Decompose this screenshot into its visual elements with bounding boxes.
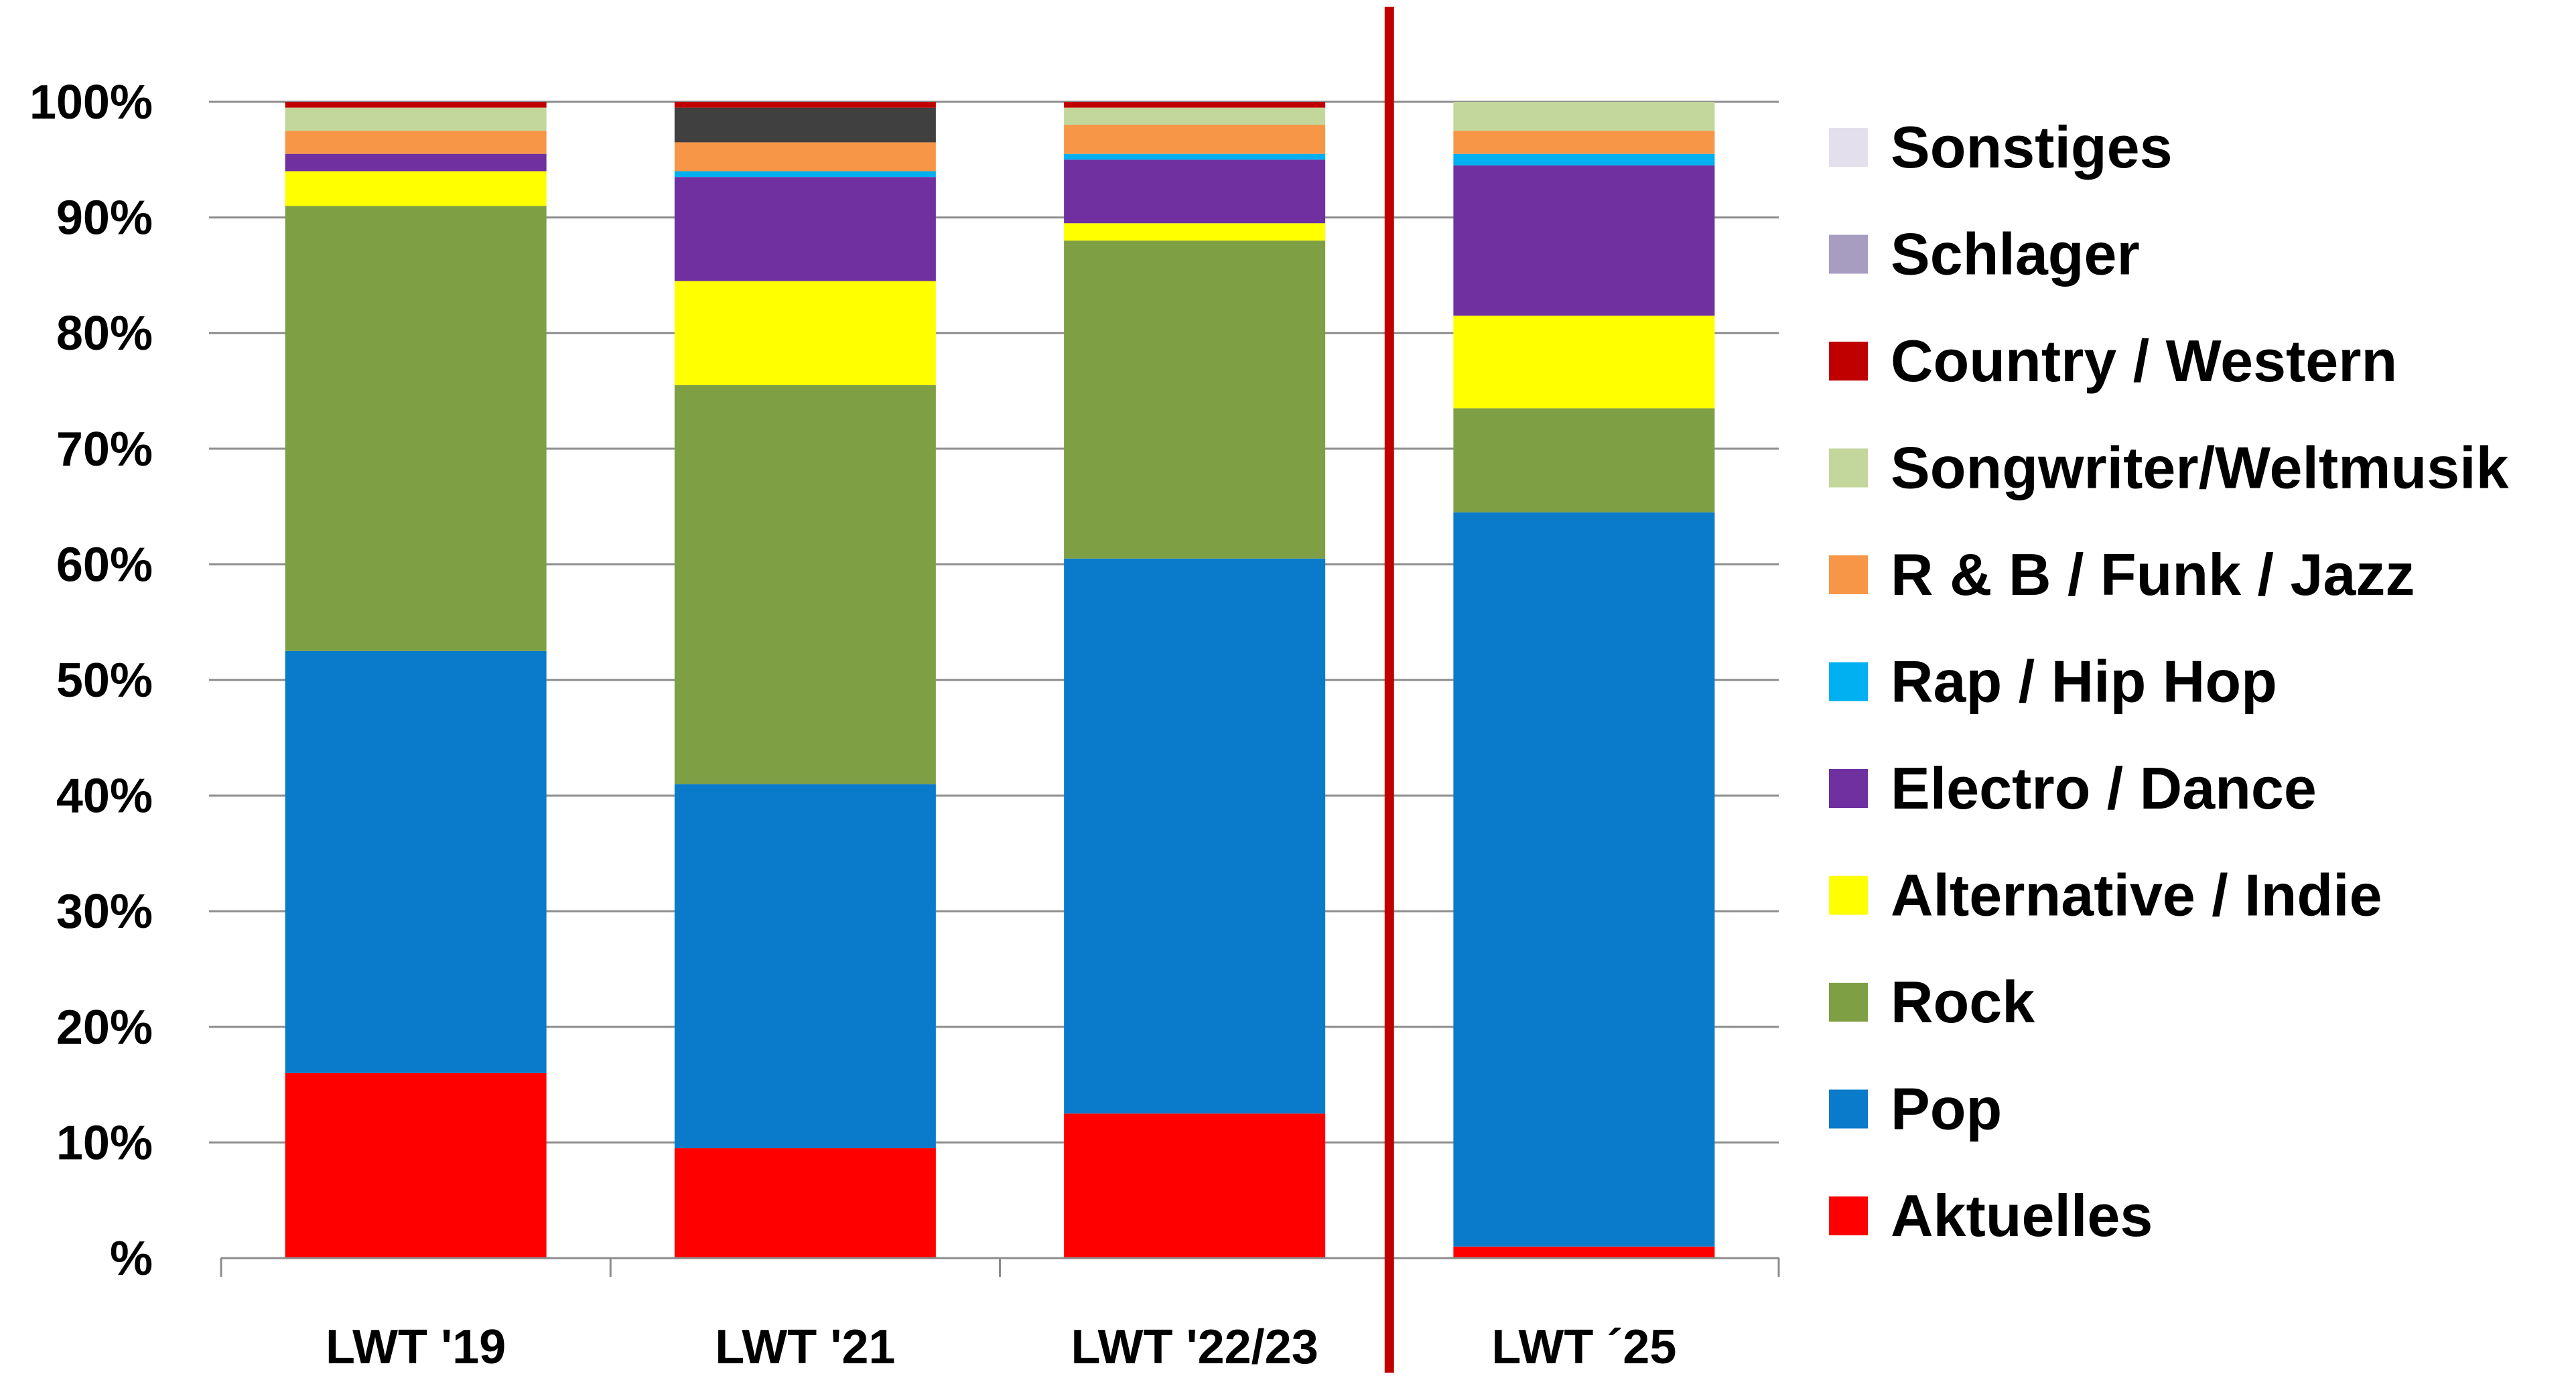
x-tick-label: LWT '19 xyxy=(326,1320,506,1373)
bar-segment xyxy=(1453,316,1715,409)
bar-segment xyxy=(674,281,936,385)
bars-layer xyxy=(285,102,1715,1258)
bar-segment xyxy=(674,385,936,784)
y-tick-label: 100% xyxy=(29,76,153,129)
x-tick-label: LWT '21 xyxy=(715,1320,895,1373)
bar-segment xyxy=(1064,102,1326,108)
y-tick-label: 10% xyxy=(56,1116,153,1170)
legend-swatch xyxy=(1829,876,1868,915)
bar-segment xyxy=(674,142,936,171)
legend-label: Rap / Hip Hop xyxy=(1891,648,2277,715)
bar-segment xyxy=(285,131,547,154)
legend-label: Schlager xyxy=(1891,221,2140,287)
bar-segment xyxy=(1453,408,1715,512)
bar-segment xyxy=(1453,165,1715,316)
legend-label: Songwriter/Weltmusik xyxy=(1891,435,2510,501)
legend-label: R & B / Funk / Jazz xyxy=(1891,541,2415,608)
legend-layer: Sonstiges Schlager Country / Western Songwr… xyxy=(1829,114,2510,1249)
bar-segment xyxy=(1453,153,1715,165)
bar-segment xyxy=(674,107,936,143)
y-tick-label: 80% xyxy=(56,307,153,360)
bar-segment xyxy=(674,102,936,108)
axis-layer: % 10% 20% 30% 40% 50% 60% 70% 80% 90% 100% LWT '19 L… xyxy=(29,7,1780,1374)
legend-swatch xyxy=(1829,1196,1868,1235)
bar-segment xyxy=(285,107,547,131)
y-tick-label: 20% xyxy=(56,1001,153,1054)
y-tick-label: % xyxy=(110,1232,153,1286)
legend-label: Pop xyxy=(1891,1076,2002,1142)
y-tick-label: 50% xyxy=(56,654,153,707)
bar-segment xyxy=(1453,512,1715,1247)
legend-label: Rock xyxy=(1891,969,2035,1035)
y-tick-label: 30% xyxy=(56,885,153,939)
legend-swatch xyxy=(1829,128,1868,167)
bar-segment xyxy=(674,171,936,178)
bar-segment xyxy=(1064,153,1326,160)
bar-segment xyxy=(1064,107,1326,125)
legend-swatch xyxy=(1829,1089,1868,1129)
bar-segment xyxy=(1453,102,1715,131)
legend-swatch xyxy=(1829,769,1868,808)
legend-swatch xyxy=(1829,662,1868,701)
bar-segment xyxy=(1064,558,1326,1114)
y-tick-label: 70% xyxy=(56,423,153,476)
x-tick-label: LWT ´25 xyxy=(1491,1320,1676,1373)
bar-segment xyxy=(1064,1113,1326,1258)
legend-label: Electro / Dance xyxy=(1891,755,2317,821)
bar-segment xyxy=(1064,240,1326,559)
bar-segment xyxy=(285,102,547,108)
bar-segment xyxy=(285,153,547,171)
bar-segment xyxy=(674,1148,936,1258)
y-tick-label: 60% xyxy=(56,538,153,592)
bar-segment xyxy=(285,206,547,651)
bar-segment xyxy=(1064,125,1326,154)
legend-swatch xyxy=(1829,555,1868,594)
bar-segment xyxy=(285,650,547,1073)
legend-label: Country / Western xyxy=(1891,328,2397,394)
bar-segment xyxy=(674,784,936,1149)
legend-swatch xyxy=(1829,983,1868,1022)
bar-segment xyxy=(285,1073,547,1258)
legend-swatch xyxy=(1829,448,1868,488)
legend-swatch xyxy=(1829,342,1868,381)
x-tick-label: LWT '22/23 xyxy=(1071,1320,1318,1373)
bar-segment xyxy=(1453,131,1715,154)
y-tick-label: 40% xyxy=(56,770,153,823)
bar-segment xyxy=(674,177,936,281)
legend-label: Aktuelles xyxy=(1891,1182,2153,1249)
bar-segment xyxy=(1064,223,1326,241)
legend-label: Alternative / Indie xyxy=(1891,862,2382,928)
legend-swatch xyxy=(1829,234,1868,274)
bar-segment xyxy=(285,171,547,206)
y-tick-label: 90% xyxy=(56,192,153,245)
legend-label: Sonstiges xyxy=(1891,114,2173,180)
bar-segment xyxy=(1064,159,1326,224)
bar-segment xyxy=(1453,1246,1715,1258)
